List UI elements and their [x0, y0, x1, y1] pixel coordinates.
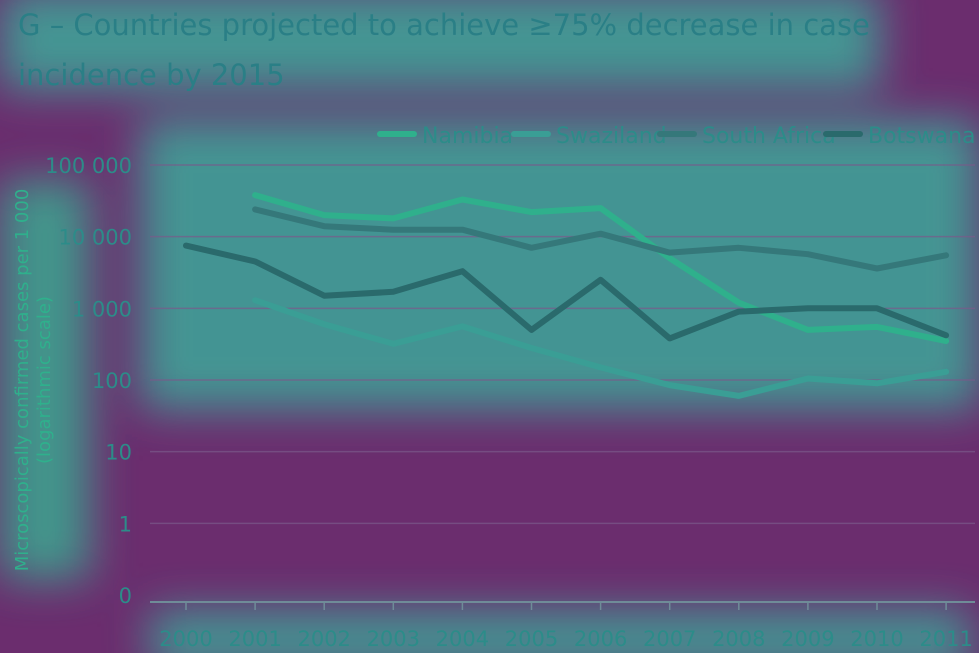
x-tick-label: 2011 [919, 627, 972, 651]
chart-title: G – Countries projected to achieve ≥75% … [18, 8, 870, 92]
legend-label-swaziland: Swaziland [556, 124, 667, 149]
legend-label-namibia: Namibia [422, 124, 513, 149]
x-tick-label: 2006 [574, 627, 627, 651]
y-tick-label: 10 [105, 441, 132, 465]
y-tick-label: 100 [92, 369, 132, 393]
y-tick-label: 0 [119, 584, 132, 608]
legend-label-south-africa: South Africa [702, 124, 836, 149]
series-line-namibia [252, 192, 950, 344]
x-tick-label: 2010 [850, 627, 903, 651]
series-line-south-africa [252, 206, 950, 272]
y-tick-label: 1 000 [72, 297, 132, 321]
x-tick-label: 2007 [643, 627, 696, 651]
y-tick-label: 10 000 [59, 226, 132, 250]
x-tick-label: 2009 [781, 627, 834, 651]
y-tick-label: 1 [119, 512, 132, 536]
x-tick-label: 2005 [505, 627, 558, 651]
x-tick-label: 2001 [228, 627, 281, 651]
y-tick-label: 100 000 [45, 154, 132, 178]
x-tick-label: 2004 [436, 627, 489, 651]
x-tick-label: 2003 [367, 627, 420, 651]
x-tick-label: 2008 [712, 627, 765, 651]
x-tick-label: 2002 [297, 627, 350, 651]
legend-label-botswana: Botswana [868, 124, 976, 149]
series-line-swaziland [252, 297, 950, 399]
series-line-botswana [183, 242, 950, 342]
x-tick-label: 2000 [159, 627, 212, 651]
